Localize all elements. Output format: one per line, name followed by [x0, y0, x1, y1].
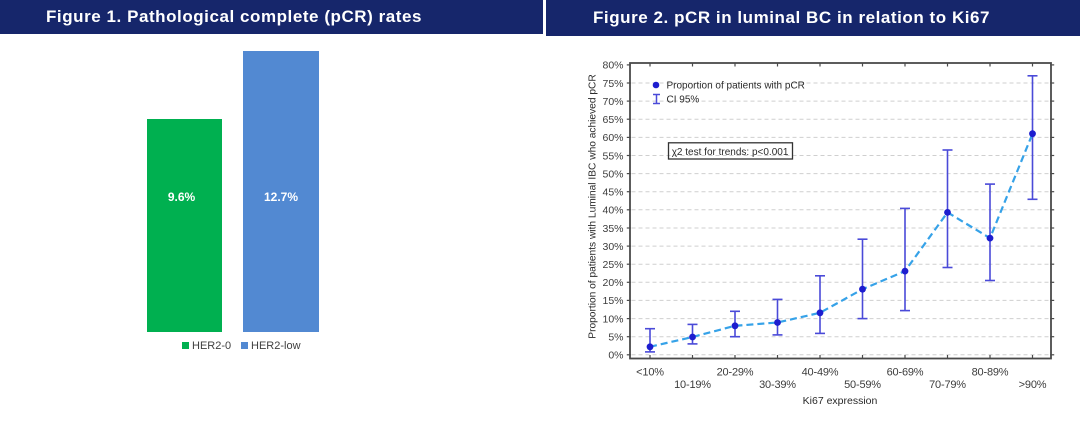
svg-text:5%: 5%	[608, 332, 623, 344]
svg-text:50%: 50%	[602, 168, 623, 180]
svg-text:55%: 55%	[602, 150, 623, 162]
svg-text:80%: 80%	[602, 60, 623, 72]
svg-text:CI 95%: CI 95%	[667, 95, 700, 106]
svg-text:10%: 10%	[602, 313, 623, 325]
svg-text:30%: 30%	[602, 241, 623, 253]
svg-text:Ki67 expression: Ki67 expression	[803, 395, 878, 407]
svg-text:25%: 25%	[602, 259, 623, 271]
svg-text:75%: 75%	[602, 78, 623, 90]
svg-text:<10%: <10%	[636, 367, 664, 379]
svg-text:45%: 45%	[602, 187, 623, 199]
svg-text:Proportion of patients with pC: Proportion of patients with pCR	[667, 81, 805, 92]
svg-text:15%: 15%	[602, 295, 623, 307]
svg-text:20%: 20%	[602, 277, 623, 289]
svg-text:Proportion of patients with Lu: Proportion of patients with Luminal IBC …	[588, 74, 599, 338]
svg-text:40%: 40%	[602, 205, 623, 217]
svg-text:35%: 35%	[602, 223, 623, 235]
svg-text:65%: 65%	[602, 114, 623, 126]
svg-text:>90%: >90%	[1019, 379, 1047, 391]
svg-text:40-49%: 40-49%	[802, 367, 839, 379]
svg-text:60%: 60%	[602, 132, 623, 144]
svg-text:20-29%: 20-29%	[717, 367, 754, 379]
svg-text:χ2 test for trends: p<0.001: χ2 test for trends: p<0.001	[672, 147, 789, 158]
svg-text:80-89%: 80-89%	[972, 367, 1009, 379]
svg-text:30-39%: 30-39%	[759, 379, 796, 391]
svg-text:0%: 0%	[608, 350, 623, 362]
svg-text:50-59%: 50-59%	[844, 379, 881, 391]
svg-text:60-69%: 60-69%	[887, 367, 924, 379]
svg-text:70%: 70%	[602, 96, 623, 108]
svg-text:70-79%: 70-79%	[929, 379, 966, 391]
svg-text:10-19%: 10-19%	[674, 379, 711, 391]
